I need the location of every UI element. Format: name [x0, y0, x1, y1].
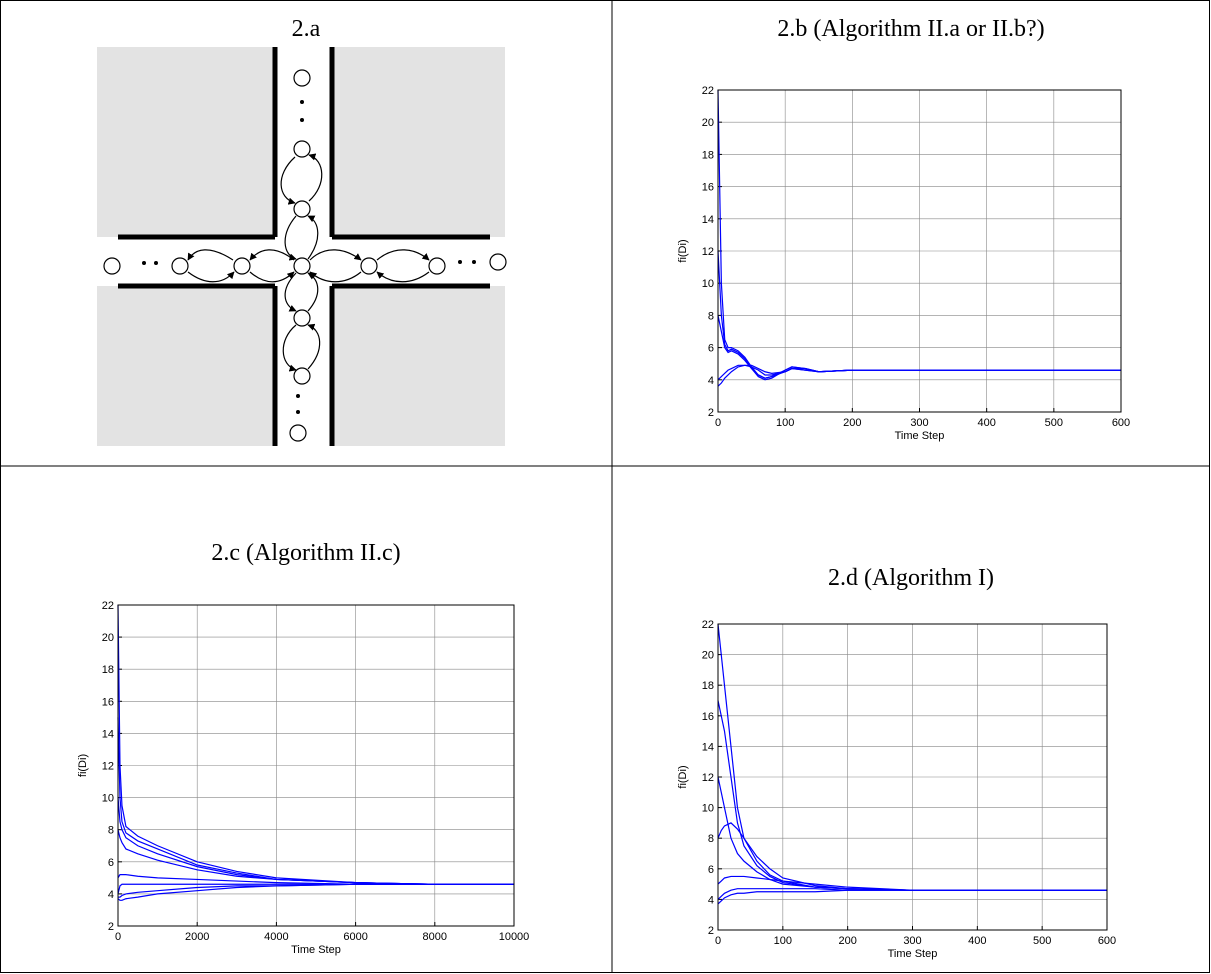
x-tick-label: 200	[838, 935, 856, 947]
panel-title: 2.a	[292, 16, 321, 42]
y-tick-label: 12	[702, 772, 714, 784]
y-tick-label: 14	[702, 741, 714, 753]
x-tick-label: 500	[1045, 417, 1063, 429]
y-tick-label: 22	[702, 619, 714, 631]
y-tick-label: 16	[102, 696, 114, 708]
y-tick-label: 20	[702, 650, 714, 662]
y-tick-label: 18	[702, 680, 714, 692]
y-axis-label: fi(Di)	[677, 239, 689, 262]
plot-frame	[717, 623, 1108, 931]
x-tick-label: 10000	[499, 931, 530, 943]
data-line	[117, 883, 514, 901]
y-tick-label: 22	[102, 600, 114, 612]
y-tick-label: 4	[708, 894, 714, 906]
y-tick-label: 12	[702, 246, 714, 258]
y-tick-label: 14	[102, 728, 114, 740]
x-tick-label: 300	[910, 417, 928, 429]
plot-frame	[717, 89, 1122, 413]
chart-title: 2.c (Algorithm II.c)	[211, 540, 400, 566]
x-tick-label: 600	[1112, 417, 1130, 429]
x-tick-label: 400	[968, 935, 986, 947]
x-tick-label: 6000	[343, 931, 367, 943]
y-tick-label: 22	[702, 85, 714, 97]
y-axis-label: fi(Di)	[677, 765, 689, 788]
x-tick-label: 300	[903, 935, 921, 947]
y-tick-label: 4	[108, 889, 114, 901]
x-tick-label: 200	[843, 417, 861, 429]
x-tick-label: 0	[715, 935, 721, 947]
data-line	[717, 364, 1121, 381]
y-tick-label: 10	[702, 278, 714, 290]
x-tick-label: 0	[715, 417, 721, 429]
x-axis-label: Time Step	[291, 944, 341, 956]
y-tick-label: 18	[102, 664, 114, 676]
y-tick-label: 8	[708, 833, 714, 845]
x-tick-label: 500	[1033, 935, 1051, 947]
intersection-diagram	[97, 47, 507, 446]
y-tick-label: 18	[702, 149, 714, 161]
x-tick-label: 600	[1098, 935, 1116, 947]
data-line	[117, 829, 514, 885]
x-tick-label: 400	[977, 417, 995, 429]
x-tick-label: 0	[115, 931, 121, 943]
x-axis-label: Time Step	[888, 948, 938, 960]
y-tick-label: 2	[708, 407, 714, 419]
y-tick-label: 12	[102, 761, 114, 773]
y-tick-label: 14	[702, 214, 714, 226]
x-tick-label: 100	[776, 417, 794, 429]
y-tick-label: 6	[708, 864, 714, 876]
x-tick-label: 2000	[185, 931, 209, 943]
chart-title: 2.b (Algorithm II.a or II.b?)	[777, 16, 1044, 42]
y-tick-label: 10	[102, 793, 114, 805]
x-tick-label: 100	[774, 935, 792, 947]
x-tick-label: 4000	[264, 931, 288, 943]
y-tick-label: 4	[708, 375, 714, 387]
y-tick-label: 16	[702, 182, 714, 194]
y-tick-label: 8	[108, 825, 114, 837]
y-tick-label: 20	[702, 117, 714, 129]
y-axis-label: fi(Di)	[77, 754, 89, 777]
x-tick-label: 8000	[423, 931, 447, 943]
plot-frame	[117, 604, 515, 927]
x-axis-label: Time Step	[895, 430, 945, 442]
y-tick-label: 2	[108, 921, 114, 933]
y-tick-label: 2	[708, 925, 714, 937]
y-tick-label: 8	[708, 310, 714, 322]
y-tick-label: 16	[702, 711, 714, 723]
y-tick-label: 6	[108, 857, 114, 869]
y-tick-label: 10	[702, 803, 714, 815]
y-tick-label: 6	[708, 343, 714, 355]
data-line	[717, 889, 1107, 905]
chart-title: 2.d (Algorithm I)	[828, 565, 994, 591]
y-tick-label: 20	[102, 632, 114, 644]
